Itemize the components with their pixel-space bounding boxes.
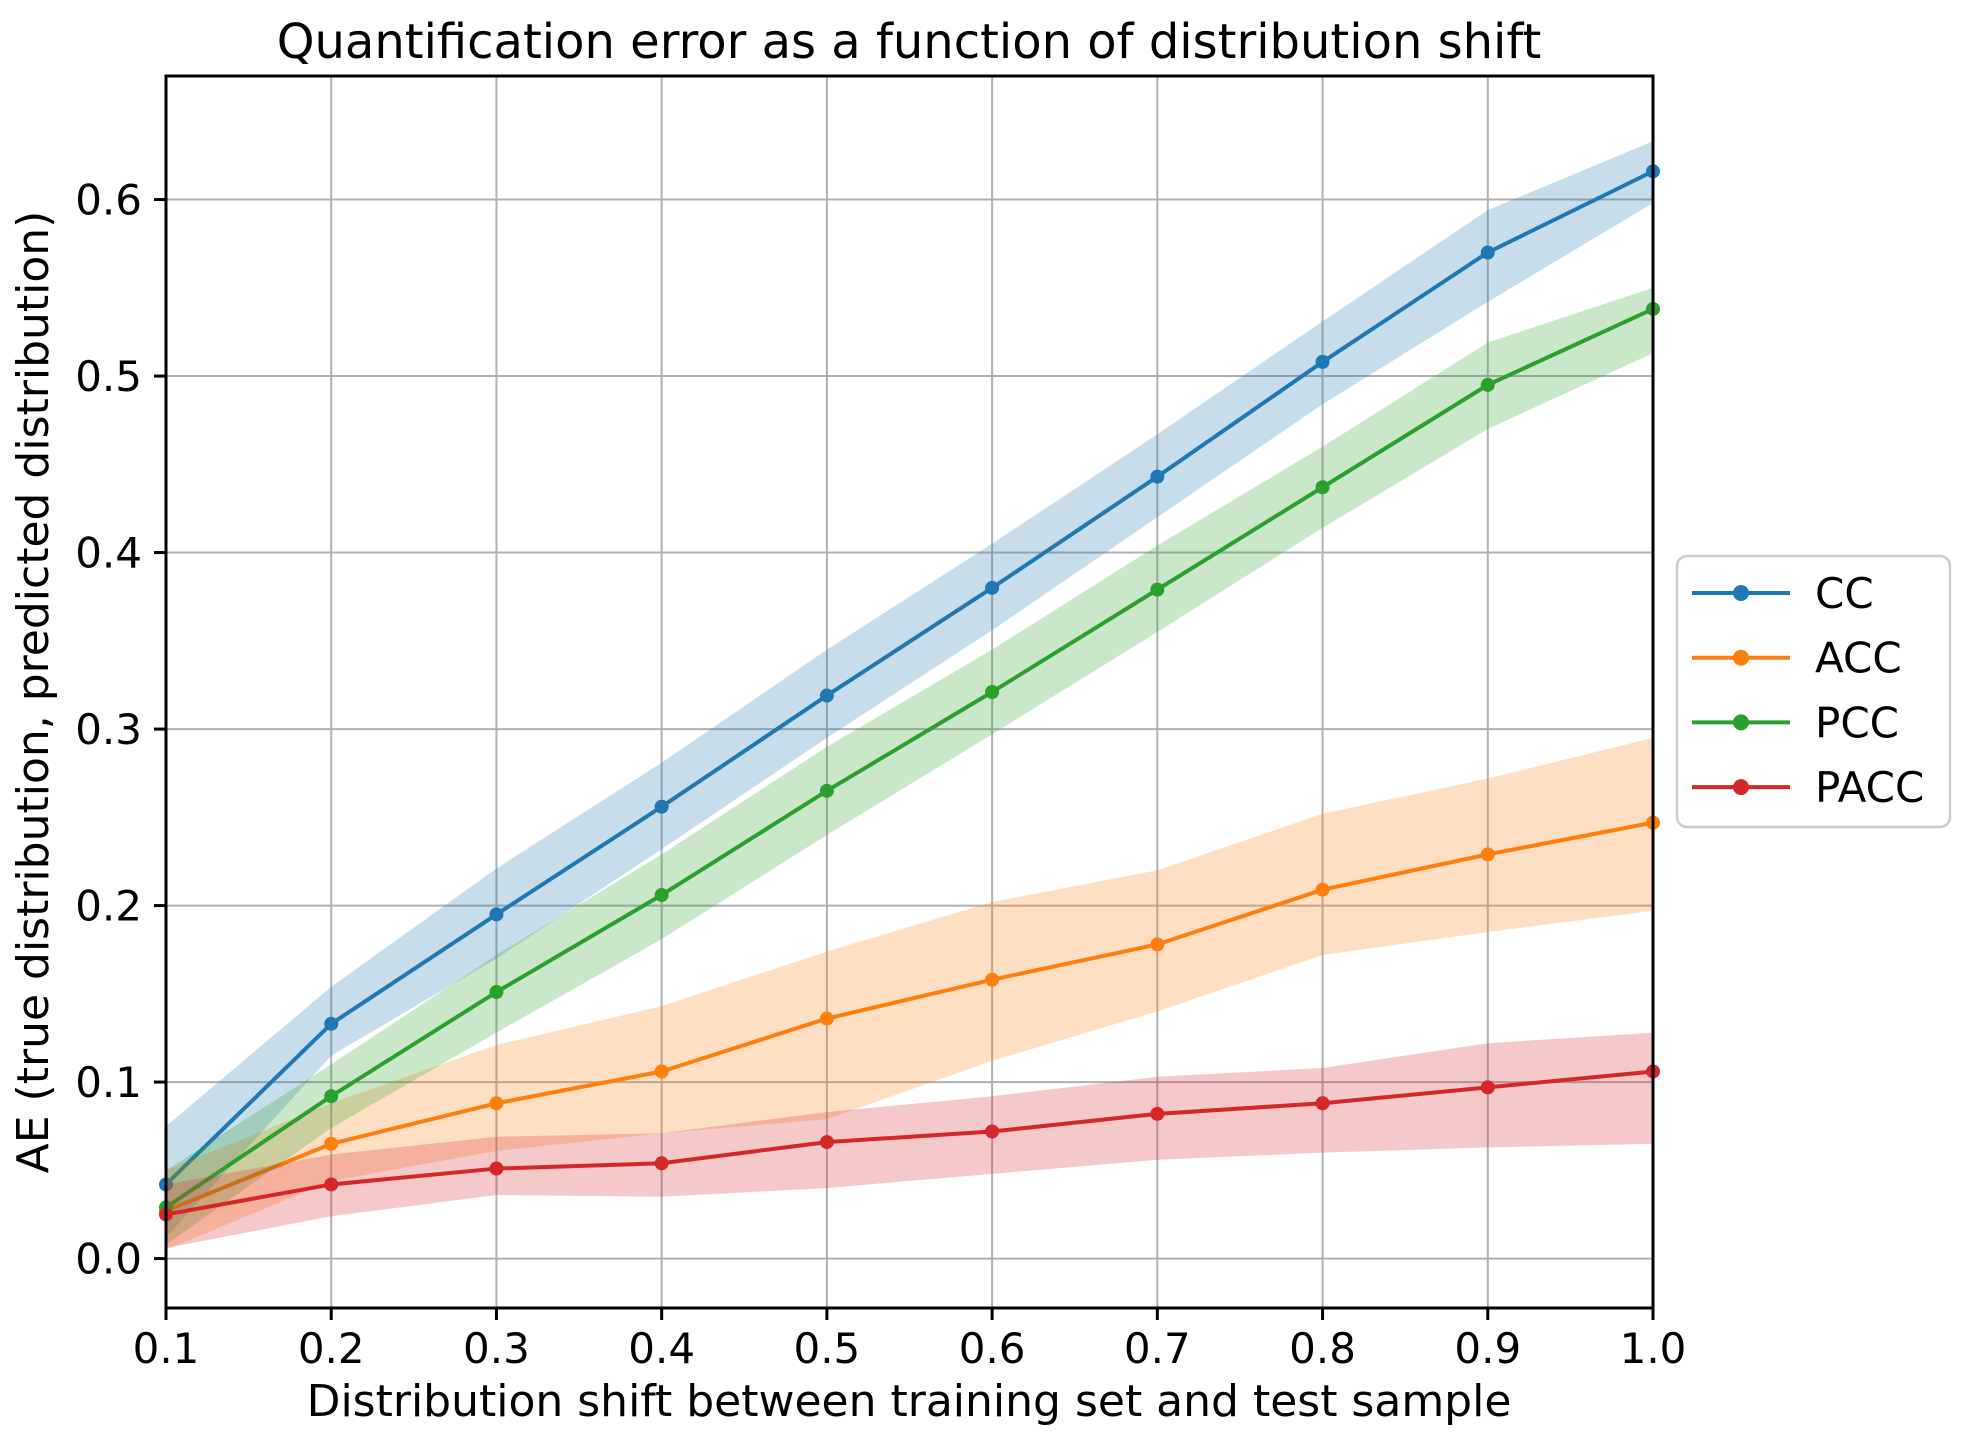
pacc-marker-0.5 [819,1135,834,1150]
pacc-line [165,1069,1654,1217]
y-tick-label-0.4: 0.4 [75,529,142,578]
tick-layer: 0.1 0.2 0.3 0.4 0.5 0.6 0.7 0.8 0.9 1.0 0.0 0.1 0.2 0… [75,176,1686,1373]
acc-marker-0.6 [985,972,1000,987]
pcc-marker-0.4 [654,887,669,902]
legend-item-pacc: PACC [1692,763,1924,812]
legend-label-acc: ACC [1815,634,1902,683]
legend-item-cc: CC [1692,569,1874,618]
pcc-marker-0.5 [819,783,834,798]
axes-spines [164,74,1655,1310]
x-tick-label-0.1: 0.1 [133,1324,200,1373]
legend-label-pcc: PCC [1815,698,1899,747]
acc-marker-0.7 [1150,937,1165,952]
acc-marker-0.5 [819,1011,834,1026]
x-tick-label-0.5: 0.5 [793,1324,860,1373]
pcc-marker-0.6 [985,685,1000,699]
acc-marker-0.9 [1480,847,1495,862]
legend-item-pcc: PCC [1692,698,1899,747]
x-tick-label-0.3: 0.3 [463,1324,530,1373]
chart-title: Quantification error as a function of di… [277,14,1542,70]
x-tick-label-1.0: 1.0 [1620,1324,1687,1373]
pcc-confidence-band [166,287,1653,1245]
pacc-marker-0.4 [654,1156,669,1171]
cc-marker-0.5 [819,688,834,703]
legend-marker-acc [1733,649,1749,666]
legend-label-cc: CC [1815,569,1874,618]
x-axis-label: Distribution shift between training set … [307,1376,1512,1427]
cc-marker-0.4 [654,799,669,814]
y-tick-label-0.2: 0.2 [75,882,142,931]
axes-layer [164,74,1655,1310]
y-tick-label-0.5: 0.5 [75,352,142,401]
legend-label-pacc: PACC [1815,763,1924,812]
x-tick-label-0.4: 0.4 [628,1324,695,1373]
x-tick-label-0.6: 0.6 [959,1324,1026,1373]
cc-marker-0.7 [1150,469,1165,484]
y-tick-label-0.3: 0.3 [75,705,142,754]
pcc-marker-0.2 [324,1089,339,1104]
x-tick-label-0.9: 0.9 [1454,1324,1521,1373]
pacc-marker-0.3 [489,1161,504,1176]
y-tick-label-0.6: 0.6 [75,176,142,225]
pcc-marker-0.8 [1315,480,1330,495]
cc-marker-0.3 [489,907,504,922]
pacc-marker-0.7 [1150,1106,1165,1121]
cc-marker-0.8 [1315,354,1330,369]
pacc-marker-0.6 [985,1124,1000,1139]
cc-confidence-band [166,141,1653,1238]
legend-marker-pacc [1733,779,1749,796]
legend-marker-pcc [1733,714,1749,731]
x-tick-label-0.8: 0.8 [1289,1324,1356,1373]
legend: CC ACC PCC PACC [1675,554,1952,829]
pcc-marker-0.9 [1480,377,1495,392]
y-tick-label-0.0: 0.0 [75,1235,142,1284]
legend-item-acc: ACC [1692,634,1902,683]
acc-line [165,820,1654,1213]
pcc-line [164,307,1654,1210]
y-tick-label-0.1: 0.1 [75,1058,142,1107]
x-tick-label-0.2: 0.2 [298,1324,365,1373]
x-tick-label-0.7: 0.7 [1124,1324,1191,1373]
series-layer [159,141,1660,1250]
acc-marker-0.8 [1315,882,1330,897]
cc-marker-0.9 [1480,245,1495,260]
pacc-marker-0.2 [324,1177,339,1192]
acc-marker-0.4 [654,1064,669,1079]
legend-marker-cc [1733,585,1749,601]
acc-marker-0.2 [324,1136,339,1151]
y-axis-label: AE (true distribution, predicted distrib… [8,211,59,1174]
acc-marker-0.3 [489,1096,504,1111]
pcc-marker-0.7 [1150,582,1165,597]
pacc-marker-0.8 [1315,1096,1330,1111]
cc-line [164,169,1654,1186]
pcc-marker-0.3 [489,985,504,1000]
pacc-marker-0.9 [1480,1080,1495,1095]
cc-marker-0.2 [324,1016,339,1031]
acc-confidence-band [166,737,1653,1250]
cc-marker-0.6 [985,580,1000,595]
legend-box [1675,554,1952,829]
pacc-confidence-band [166,1032,1653,1248]
